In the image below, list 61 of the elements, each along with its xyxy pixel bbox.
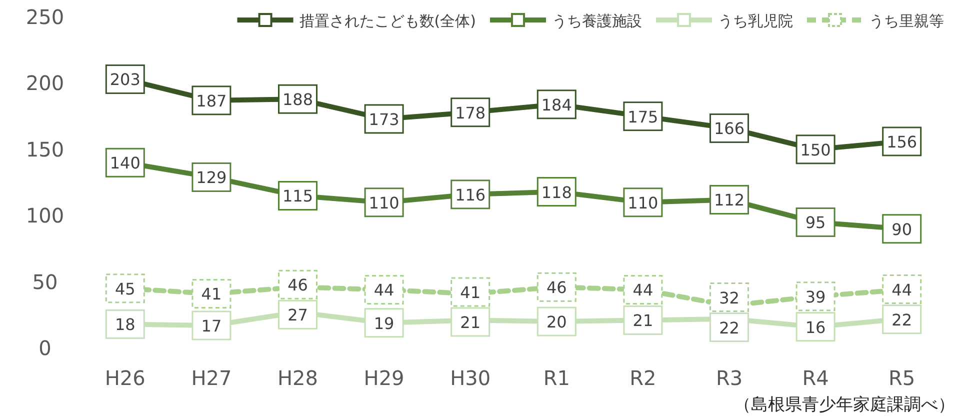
data-label: 115 [282,186,314,206]
data-label: 110 [368,193,400,212]
data-label: 44 [374,280,394,300]
x-tick-label: H26 [104,366,146,390]
data-label: 46 [288,276,308,295]
data-label: 21 [460,312,481,332]
legend-label: 措置されたこども数(全体) [299,12,476,30]
y-tick-label: 0 [38,336,52,360]
data-label: 21 [632,311,654,330]
data-label: 46 [546,278,567,298]
data-label: 203 [110,70,140,90]
data-label: 44 [632,280,654,300]
data-label: 22 [719,318,740,338]
data-label: 22 [892,310,912,330]
x-tick-label: R5 [888,366,916,390]
data-label: 16 [805,318,826,337]
data-label: 90 [892,220,912,239]
data-label: 20 [546,312,567,332]
data-label: 178 [455,103,486,122]
data-label: 188 [282,90,314,110]
data-label: 166 [714,119,745,138]
data-label: 150 [800,140,831,160]
data-label: 129 [196,168,227,188]
data-label: 116 [455,185,486,204]
data-label: 18 [114,315,136,334]
legend-label: うち乳児院 [718,12,793,30]
y-tick-label: 250 [26,5,64,29]
x-tick-label: H28 [278,366,318,390]
data-label: 27 [288,306,308,325]
x-tick-label: R3 [716,366,743,390]
data-label: 95 [805,213,826,232]
data-label: 19 [374,314,394,333]
y-tick-label: 100 [26,204,64,228]
x-tick-label: H30 [450,366,491,390]
x-tick-label: R2 [630,366,656,390]
data-label: 112 [714,190,745,210]
data-label: 41 [460,282,481,302]
x-tick-label: H29 [364,366,404,390]
data-label: 156 [886,132,918,152]
data-label: 187 [196,91,227,110]
x-tick-label: H27 [191,366,232,390]
data-label: 45 [114,279,136,298]
data-label: 118 [541,182,572,202]
data-label: 140 [110,154,140,173]
data-label: 110 [628,193,658,212]
data-label: 41 [201,284,222,304]
data-label: 173 [368,110,400,129]
data-label: 44 [892,280,912,300]
y-tick-label: 150 [26,137,64,162]
data-label: 39 [805,287,826,306]
y-tick-label: 50 [32,270,58,294]
text: （島根県青少年家庭課調べ） [734,395,955,415]
legend-label: うち養護施設 [552,12,642,30]
data-label: 184 [541,95,572,114]
data-label: 32 [719,288,740,308]
legend-label: うち里親等 [869,12,944,30]
x-tick-label: R1 [543,366,570,390]
y-tick-label: 200 [26,71,64,96]
data-label: 175 [628,107,658,126]
data-label: 17 [201,316,222,336]
x-tick-label: R4 [802,366,829,390]
